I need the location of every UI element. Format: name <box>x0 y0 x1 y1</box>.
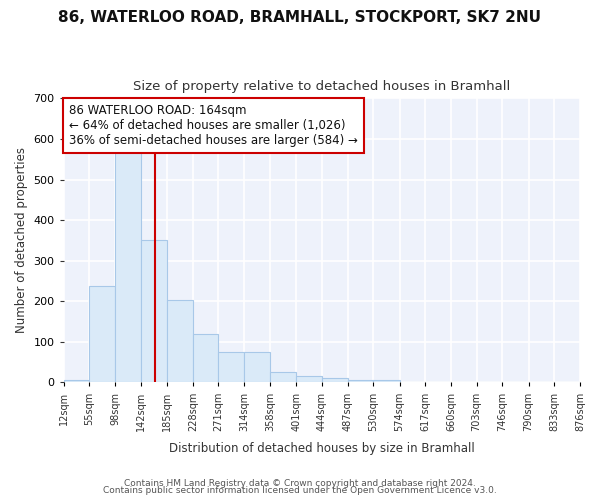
X-axis label: Distribution of detached houses by size in Bramhall: Distribution of detached houses by size … <box>169 442 475 455</box>
Bar <box>89 286 115 382</box>
Bar <box>271 372 296 382</box>
Bar <box>373 380 400 382</box>
Y-axis label: Number of detached properties: Number of detached properties <box>15 148 28 334</box>
Bar <box>296 376 322 382</box>
Title: Size of property relative to detached houses in Bramhall: Size of property relative to detached ho… <box>133 80 511 93</box>
Text: 86 WATERLOO ROAD: 164sqm
← 64% of detached houses are smaller (1,026)
36% of sem: 86 WATERLOO ROAD: 164sqm ← 64% of detach… <box>69 104 358 147</box>
Bar <box>322 378 347 382</box>
Bar <box>193 334 218 382</box>
Text: 86, WATERLOO ROAD, BRAMHALL, STOCKPORT, SK7 2NU: 86, WATERLOO ROAD, BRAMHALL, STOCKPORT, … <box>59 10 542 25</box>
Bar <box>347 380 373 382</box>
Text: Contains HM Land Registry data © Crown copyright and database right 2024.: Contains HM Land Registry data © Crown c… <box>124 478 476 488</box>
Bar <box>64 380 89 382</box>
Bar <box>115 146 142 382</box>
Bar <box>244 352 271 382</box>
Bar <box>167 300 193 382</box>
Text: Contains public sector information licensed under the Open Government Licence v3: Contains public sector information licen… <box>103 486 497 495</box>
Bar <box>218 352 244 382</box>
Bar <box>142 240 167 382</box>
